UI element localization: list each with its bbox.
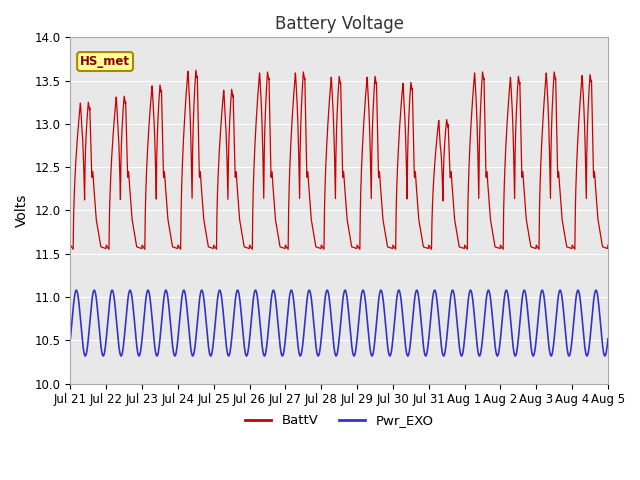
Pwr_EXO	[345, 310, 353, 315]
Text: HS_met: HS_met	[80, 55, 130, 68]
Pwr_EXO	[67, 336, 74, 342]
Pwr_EXO	[214, 296, 221, 302]
BattV	[167, 233, 175, 239]
Line: BattV: BattV	[70, 70, 608, 249]
Y-axis label: Volts: Volts	[15, 194, 29, 227]
BattV	[214, 191, 221, 197]
Pwr_EXO	[81, 353, 89, 359]
BattV	[401, 110, 408, 116]
Title: Battery Voltage: Battery Voltage	[275, 15, 404, 33]
Pwr_EXO	[72, 288, 80, 293]
Pwr_EXO	[499, 308, 507, 314]
BattV	[499, 246, 507, 252]
Legend: BattV, Pwr_EXO: BattV, Pwr_EXO	[239, 409, 439, 432]
Pwr_EXO	[401, 335, 408, 340]
BattV	[581, 130, 589, 136]
BattV	[69, 246, 77, 252]
BattV	[192, 67, 200, 73]
Line: Pwr_EXO: Pwr_EXO	[70, 290, 608, 356]
Pwr_EXO	[581, 344, 589, 350]
BattV	[67, 242, 74, 248]
Pwr_EXO	[167, 327, 175, 333]
Pwr_EXO	[604, 336, 612, 342]
BattV	[345, 226, 353, 231]
BattV	[604, 242, 612, 248]
